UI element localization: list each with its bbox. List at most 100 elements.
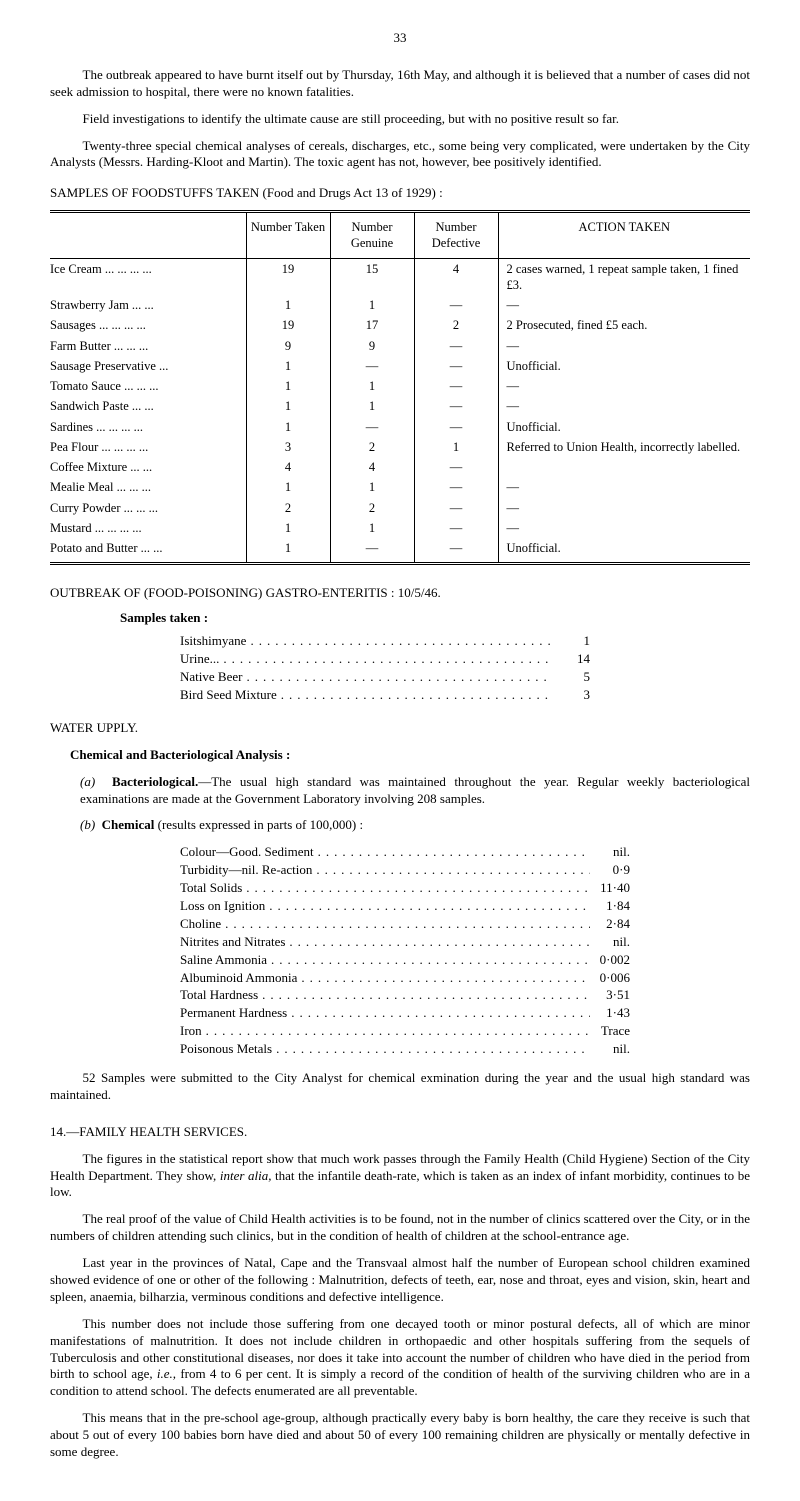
dots-leader: ........................................…: [314, 844, 590, 861]
dotted-value: 1·43: [590, 1005, 630, 1022]
table-cell: [498, 457, 750, 477]
table-cell: 2 Prosecuted, fined £5 each.: [498, 315, 750, 335]
table-header-blank: [50, 212, 246, 259]
dots-leader: ........................................…: [242, 669, 550, 686]
family-health-p1: The figures in the statistical report sh…: [50, 1151, 750, 1202]
dotted-row: Nitrites and Nitrates...................…: [180, 934, 630, 951]
dotted-label: Iron: [180, 1023, 202, 1040]
family-health-p5: This means that in the pre-school age-gr…: [50, 1410, 750, 1461]
table-cell: Referred to Union Health, incorrectly la…: [498, 437, 750, 457]
table-cell: —: [498, 376, 750, 396]
table-cell: 1: [330, 518, 414, 538]
table-cell: 1: [330, 477, 414, 497]
table-cell: —: [414, 336, 498, 356]
table-cell: —: [414, 417, 498, 437]
dotted-value: 11·40: [590, 880, 630, 897]
dots-leader: ........................................…: [267, 952, 590, 969]
dotted-row: Choline.................................…: [180, 916, 630, 933]
dotted-value: 14: [550, 651, 590, 668]
dotted-label: Poisonous Metals: [180, 1041, 272, 1058]
table-cell: 9: [330, 336, 414, 356]
table-row: Strawberry Jam ... ...11——: [50, 295, 750, 315]
table-cell: 1: [246, 376, 330, 396]
table-row: Sausages ... ... ... ...191722 Prosecute…: [50, 315, 750, 335]
dotted-row: Saline Ammonia..........................…: [180, 952, 630, 969]
intro-paragraph-3: Twenty-three special chemical analyses o…: [50, 138, 750, 172]
table-cell: 1: [330, 376, 414, 396]
dots-leader: ........................................…: [246, 633, 550, 650]
dotted-row: Albuminoid Ammonia......................…: [180, 970, 630, 987]
bacteriological-item: (a) Bacteriological.—The usual high stan…: [80, 774, 750, 808]
table-cell: —: [414, 457, 498, 477]
table-row: Coffee Mixture ... ...44—: [50, 457, 750, 477]
table-cell: Sausage Preservative ...: [50, 356, 246, 376]
dots-leader: ........................................…: [297, 970, 590, 987]
table-cell: Farm Butter ... ... ...: [50, 336, 246, 356]
table-cell: Sardines ... ... ... ...: [50, 417, 246, 437]
table-row: Pea Flour ... ... ... ...321Referred to …: [50, 437, 750, 457]
fh-p1-italic: inter alia,: [220, 1168, 272, 1183]
table-cell: 2 cases warned, 1 repeat sample taken, 1…: [498, 258, 750, 295]
dotted-row: Iron....................................…: [180, 1023, 630, 1040]
table-cell: —: [414, 356, 498, 376]
family-health-p2: The real proof of the value of Child Hea…: [50, 1211, 750, 1245]
table-cell: 1: [246, 356, 330, 376]
dotted-label: Saline Ammonia: [180, 952, 267, 969]
chemical-title: Chemical and Bacteriological Analysis :: [70, 747, 750, 764]
table-cell: 9: [246, 336, 330, 356]
table-cell: 3: [246, 437, 330, 457]
table-header-genuine: Number Genuine: [330, 212, 414, 259]
dotted-value: 2·84: [590, 916, 630, 933]
dotted-row: Turbidity—nil. Re-action................…: [180, 862, 630, 879]
water-supply-title: WATER UPPLY.: [50, 720, 750, 737]
table-cell: —: [498, 518, 750, 538]
dotted-label: Native Beer: [180, 669, 242, 686]
dots-leader: ........................................…: [202, 1023, 590, 1040]
table-cell: 1: [414, 437, 498, 457]
table-cell: 19: [246, 315, 330, 335]
table-cell: 4: [330, 457, 414, 477]
dotted-row: Bird Seed Mixture.......................…: [180, 687, 590, 704]
table-cell: —: [414, 538, 498, 564]
table-cell: 17: [330, 315, 414, 335]
chemical-text: (results expressed in parts of 100,000) …: [154, 817, 363, 832]
intro-paragraph-2: Field investigations to identify the ult…: [50, 111, 750, 128]
dotted-row: Poisonous Metals........................…: [180, 1041, 630, 1058]
table-row: Curry Powder ... ... ...22——: [50, 498, 750, 518]
table-cell: 2: [414, 315, 498, 335]
samples-52-paragraph: 52 Samples were submitted to the City An…: [50, 1070, 750, 1104]
table-cell: 2: [246, 498, 330, 518]
table-cell: Mealie Meal ... ... ...: [50, 477, 246, 497]
table-row: Mealie Meal ... ... ...11——: [50, 477, 750, 497]
bacteriological-bold: Bacteriological.: [112, 774, 198, 789]
chemical-item: (b) Chemical (results expressed in parts…: [80, 817, 750, 834]
dotted-label: Colour—Good. Sediment: [180, 844, 314, 861]
dotted-row: Total Solids............................…: [180, 880, 630, 897]
table-cell: —: [498, 396, 750, 416]
table-cell: Ice Cream ... ... ... ...: [50, 258, 246, 295]
table-cell: 1: [246, 417, 330, 437]
table-row: Potato and Butter ... ...1——Unofficial.: [50, 538, 750, 564]
table-cell: —: [498, 336, 750, 356]
dotted-label: Urine...: [180, 651, 219, 668]
table-cell: Unofficial.: [498, 417, 750, 437]
table-cell: —: [414, 295, 498, 315]
table-row: Ice Cream ... ... ... ...191542 cases wa…: [50, 258, 750, 295]
table-cell: 1: [330, 396, 414, 416]
dots-leader: ........................................…: [272, 1041, 590, 1058]
dotted-row: Colour—Good. Sediment...................…: [180, 844, 630, 861]
table-cell: Tomato Sauce ... ... ...: [50, 376, 246, 396]
dots-leader: ........................................…: [287, 1005, 590, 1022]
dotted-label: Nitrites and Nitrates: [180, 934, 285, 951]
table-cell: —: [498, 498, 750, 518]
dotted-row: Native Beer.............................…: [180, 669, 590, 686]
dotted-label: Isitshimyane: [180, 633, 246, 650]
dots-leader: ........................................…: [277, 687, 550, 704]
page-number: 33: [50, 30, 750, 47]
table-cell: —: [414, 376, 498, 396]
dotted-value: nil.: [590, 844, 630, 861]
dotted-row: Loss on Ignition........................…: [180, 898, 630, 915]
dotted-label: Total Solids: [180, 880, 242, 897]
table-cell: 1: [246, 518, 330, 538]
intro-paragraph-1: The outbreak appeared to have burnt itse…: [50, 67, 750, 101]
